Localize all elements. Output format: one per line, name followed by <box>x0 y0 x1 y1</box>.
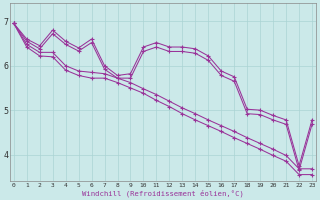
X-axis label: Windchill (Refroidissement éolien,°C): Windchill (Refroidissement éolien,°C) <box>82 189 244 197</box>
